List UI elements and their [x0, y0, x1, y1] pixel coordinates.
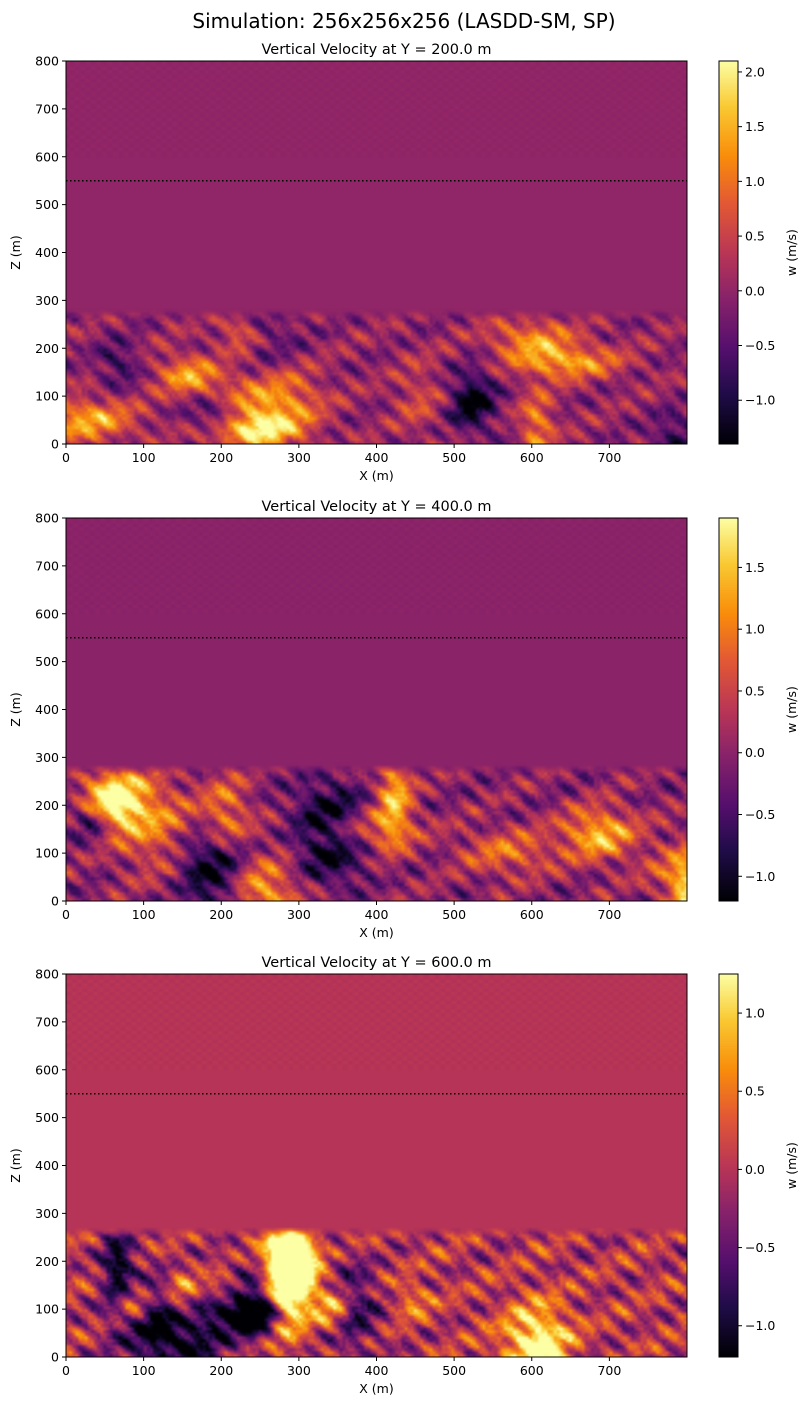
- x-tick-label: 600: [520, 907, 544, 922]
- colorbar-tick-label: −1.0: [745, 393, 775, 408]
- x-axis-label: X (m): [359, 925, 393, 940]
- colorbar-tick-label: 1.0: [745, 174, 765, 189]
- x-tick-label: 0: [62, 1363, 70, 1378]
- panel-3: Vertical Velocity at Y = 600.0 m 0 100 200 3…: [8, 955, 799, 1396]
- colorbar-tick-label: −1.0: [745, 869, 775, 884]
- y-tick-label: 600: [35, 606, 59, 621]
- y-tick-label: 100: [35, 1302, 59, 1317]
- colorbar-tick-label: 1.0: [745, 1006, 765, 1021]
- colorbar-tick-label: 1.0: [745, 622, 765, 637]
- panel-title: Vertical Velocity at Y = 400.0 m: [261, 499, 491, 515]
- colorbar-tick-label: −0.5: [745, 338, 775, 353]
- y-tick-label: 0: [51, 1350, 59, 1365]
- x-tick-label: 500: [442, 450, 466, 465]
- x-tick-label: 0: [62, 907, 70, 922]
- colorbar-tick-label: −0.5: [745, 1240, 775, 1255]
- x-tick-label: 200: [209, 1363, 233, 1378]
- x-tick-label: 400: [365, 907, 389, 922]
- colorbar-tick-label: 1.5: [745, 560, 765, 575]
- panel-2: Vertical Velocity at Y = 400.0 m 0 100 200 3…: [8, 499, 799, 940]
- x-tick-label: 300: [287, 450, 311, 465]
- panel-1: Vertical Velocity at Y = 200.0 m 0 100 200 3…: [8, 42, 799, 483]
- y-tick-label: 300: [35, 750, 59, 765]
- colorbar: [718, 973, 739, 1358]
- colorbar-tick-label: 0.5: [745, 1084, 765, 1099]
- colorbar-label: w (m/s): [784, 686, 799, 733]
- y-tick-label: 500: [35, 1110, 59, 1125]
- y-tick-label: 200: [35, 341, 59, 356]
- x-tick-label: 500: [442, 907, 466, 922]
- x-tick-label: 100: [132, 907, 156, 922]
- y-tick-label: 500: [35, 197, 59, 212]
- y-tick-label: 400: [35, 702, 59, 717]
- y-tick-label: 300: [35, 1206, 59, 1221]
- y-tick-label: 800: [35, 967, 59, 982]
- y-tick-label: 0: [51, 894, 59, 909]
- y-tick-label: 400: [35, 1158, 59, 1173]
- colorbar-tick-label: 0.5: [745, 683, 765, 698]
- x-axis-label: X (m): [359, 468, 393, 483]
- colorbar-label: w (m/s): [784, 1142, 799, 1189]
- colorbar-tick-label: 0.0: [745, 745, 765, 760]
- x-axis-label: X (m): [359, 1381, 393, 1396]
- y-tick-label: 200: [35, 798, 59, 813]
- y-tick-label: 200: [35, 1254, 59, 1269]
- colorbar-tick-label: −0.5: [745, 807, 775, 822]
- x-tick-label: 700: [597, 450, 621, 465]
- x-tick-label: 200: [209, 907, 233, 922]
- y-tick-label: 700: [35, 558, 59, 573]
- colorbar-tick-label: 0.5: [745, 229, 765, 244]
- w-field-heatmap: [66, 518, 687, 901]
- y-tick-label: 100: [35, 846, 59, 861]
- x-tick-label: 400: [365, 450, 389, 465]
- x-tick-label: 300: [287, 1363, 311, 1378]
- colorbar-tick-label: 2.0: [745, 64, 765, 79]
- w-field-heatmap: [66, 974, 687, 1357]
- x-tick-label: 200: [209, 450, 233, 465]
- x-tick-label: 600: [520, 1363, 544, 1378]
- y-tick-label: 700: [35, 1014, 59, 1029]
- x-tick-label: 700: [597, 1363, 621, 1378]
- x-tick-label: 500: [442, 1363, 466, 1378]
- y-tick-label: 100: [35, 389, 59, 404]
- colorbar-tick-label: 1.5: [745, 119, 765, 134]
- colorbar: [718, 517, 739, 902]
- x-tick-label: 100: [132, 1363, 156, 1378]
- colorbar-label: w (m/s): [784, 229, 799, 276]
- x-tick-label: 300: [287, 907, 311, 922]
- panel-title: Vertical Velocity at Y = 200.0 m: [261, 42, 491, 58]
- y-tick-label: 0: [51, 437, 59, 452]
- x-tick-label: 0: [62, 450, 70, 465]
- x-tick-label: 400: [365, 1363, 389, 1378]
- y-tick-label: 300: [35, 293, 59, 308]
- y-axis-label: Z (m): [8, 1148, 23, 1182]
- colorbar-tick-label: 0.0: [745, 1162, 765, 1177]
- figure-title: Simulation: 256x256x256 (LASDD-SM, SP): [192, 9, 615, 33]
- y-axis-label: Z (m): [8, 235, 23, 269]
- y-tick-label: 600: [35, 149, 59, 164]
- colorbar-tick-label: −1.0: [745, 1318, 775, 1333]
- y-tick-label: 500: [35, 654, 59, 669]
- colorbar: [718, 60, 739, 445]
- y-axis-label: Z (m): [8, 692, 23, 726]
- panel-title: Vertical Velocity at Y = 600.0 m: [261, 955, 491, 971]
- colorbar-tick-label: 0.0: [745, 283, 765, 298]
- x-tick-label: 700: [597, 907, 621, 922]
- x-tick-label: 100: [132, 450, 156, 465]
- y-tick-label: 700: [35, 101, 59, 116]
- y-tick-label: 800: [35, 54, 59, 69]
- x-tick-label: 600: [520, 450, 544, 465]
- y-tick-label: 400: [35, 245, 59, 260]
- w-field-heatmap: [66, 61, 687, 444]
- y-tick-label: 600: [35, 1062, 59, 1077]
- y-tick-label: 800: [35, 511, 59, 526]
